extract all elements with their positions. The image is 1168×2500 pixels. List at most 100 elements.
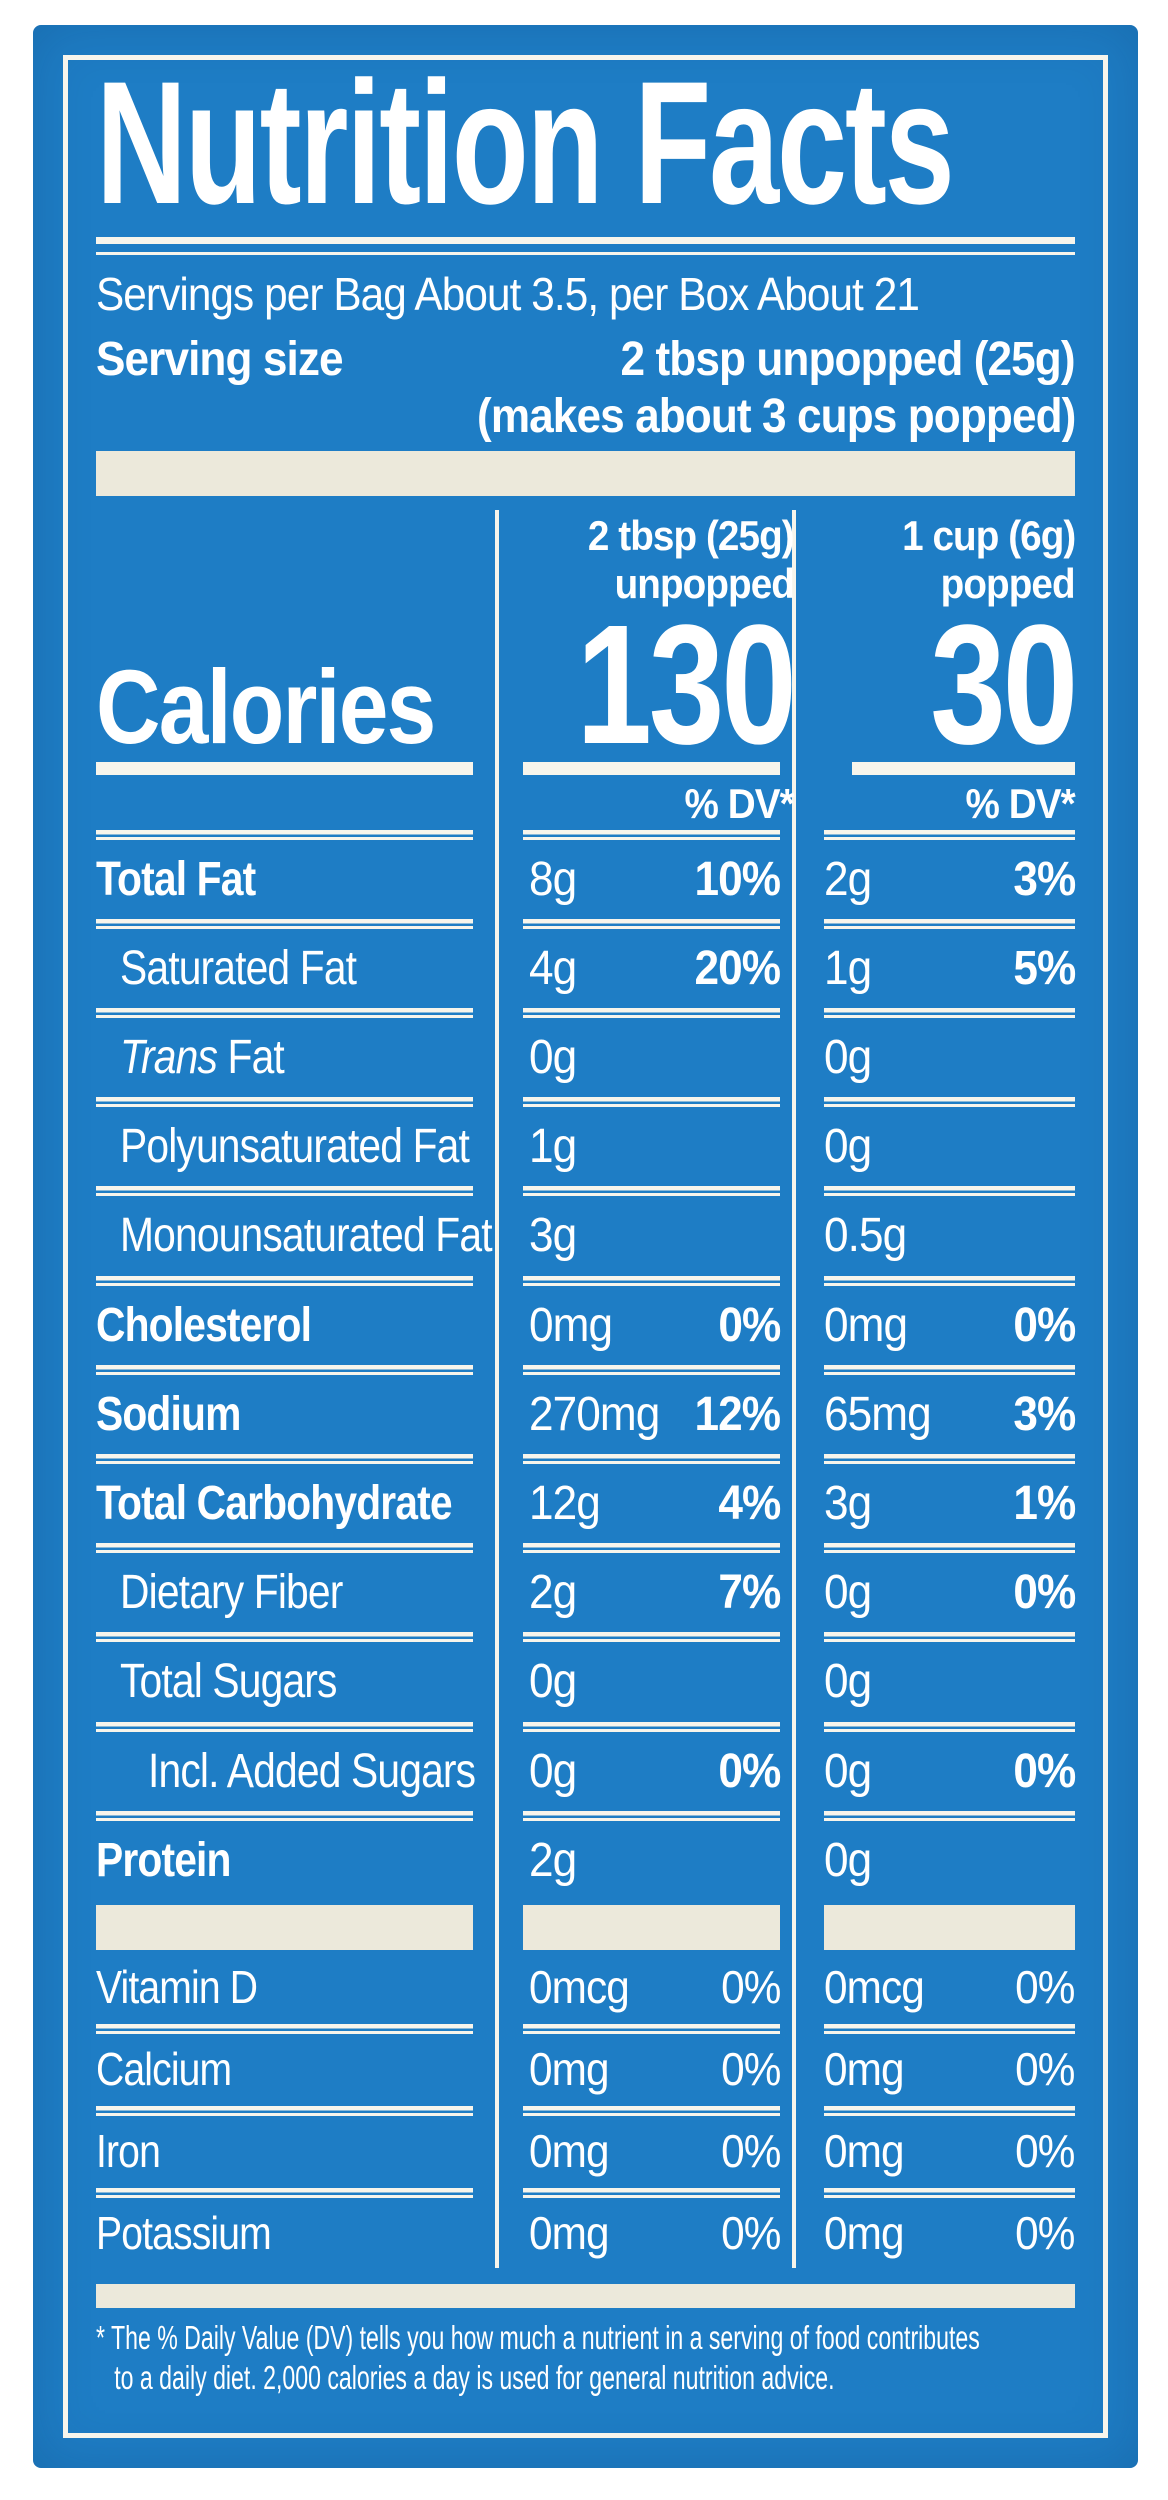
- dv-percent: 0%: [718, 1298, 781, 1352]
- amount: 0mg: [824, 2206, 904, 2259]
- amount: 8g: [529, 852, 577, 906]
- dv-header-popped: % DV*: [965, 779, 1076, 827]
- amount: 0g: [824, 1833, 872, 1887]
- dv-percent: 10%: [694, 852, 781, 906]
- row-separator: [96, 829, 1075, 840]
- table-row-cholesterol: Cholesterol 0mg 0% 0mg 0%: [96, 1298, 1076, 1352]
- dv-percent: 0%: [1015, 1960, 1076, 2013]
- calories-underline-row: [96, 761, 1075, 775]
- row-separator: [96, 1810, 1075, 1821]
- table-row-iron: Iron 0mg 0% 0mg 0%: [96, 2124, 1076, 2177]
- amount: 1g: [529, 1120, 577, 1174]
- table-row-monounsaturated-fat: Monounsaturated Fat 3g 0.5g: [120, 1209, 907, 1263]
- title-rule-thick: [96, 236, 1075, 244]
- amount: 0g: [824, 1655, 872, 1709]
- amount: 65mg: [824, 1387, 932, 1441]
- column-header-unpopped: 2 tbsp (25g) unpopped: [588, 511, 795, 607]
- dv-percent: 0%: [1012, 1566, 1076, 1620]
- servings-text: Servings per Bag About 3.5, per Box Abou…: [96, 267, 920, 320]
- dv-percent: 12%: [694, 1387, 781, 1441]
- row-separator: [96, 1364, 1075, 1375]
- table-row-sodium: Sodium 270mg 12% 65mg 3%: [96, 1387, 1076, 1441]
- amount: 0mg: [529, 2206, 609, 2259]
- amount: 0mg: [824, 1298, 908, 1352]
- dv-header-row: % DV* % DV*: [96, 779, 1076, 827]
- calories-underline: [96, 761, 474, 775]
- column-header-popped: 1 cup (6g) popped: [901, 511, 1076, 607]
- title-rule: [96, 236, 1075, 255]
- row-separator: [96, 2023, 1075, 2034]
- dv-percent: 0%: [1012, 1298, 1076, 1352]
- separator-bar-top: [96, 450, 1075, 496]
- amount: 0mg: [824, 2124, 904, 2177]
- row-separator: [96, 1721, 1075, 1732]
- dv-percent: 0%: [1015, 2206, 1076, 2259]
- nutrition-table: 2 tbsp (25g) unpopped 1 cup (6g) popped …: [96, 496, 1078, 2277]
- row-separator: [96, 1275, 1075, 1286]
- amount: 0mg: [529, 2124, 609, 2177]
- row-separator: [96, 1186, 1075, 1197]
- calories-label: Calories: [96, 649, 436, 767]
- spacer: [96, 783, 497, 825]
- row-separator: [96, 1097, 1075, 1108]
- dv-percent: 0%: [718, 1744, 781, 1798]
- amount: 0g: [529, 1655, 577, 1709]
- dv-percent: 4%: [718, 1476, 781, 1530]
- table-row-polyunsaturated-fat: Polyunsaturated Fat 1g 0g: [120, 1120, 872, 1174]
- table-row-vitamin-d: Vitamin D 0mcg 0% 0mcg 0%: [96, 1960, 1076, 2013]
- table-row-total-carbohydrate: Total Carbohydrate 12g 4% 3g 1%: [96, 1476, 1076, 1530]
- amount: 0g: [824, 1744, 872, 1798]
- amount: 0g: [529, 1031, 577, 1084]
- amount: 0mcg: [824, 1960, 925, 2013]
- table-row-total-sugars: Total Sugars 0g 0g: [120, 1655, 872, 1709]
- column-divider-2: [792, 509, 797, 2269]
- nutrition-facts-label: Nutrition Facts Servings per Bag About 3…: [33, 25, 1138, 2468]
- amount: 0mg: [824, 2042, 904, 2095]
- row-separator: [96, 2187, 1075, 2198]
- footnote-line-1: * The % Daily Value (DV) tells you how m…: [96, 2319, 980, 2357]
- label-inner-border: Nutrition Facts Servings per Bag About 3…: [63, 55, 1108, 2438]
- serving-size-value: 2 tbsp unpopped (25g): [620, 333, 1076, 387]
- amount: 270mg: [529, 1387, 660, 1441]
- row-separator: [96, 918, 1075, 929]
- title-rule-thin: [96, 251, 1075, 255]
- page-title: Nutrition Facts: [96, 55, 955, 241]
- footnote: * The % Daily Value (DV) tells you how m…: [96, 2318, 980, 2397]
- spacer: [96, 512, 497, 609]
- calories-row: Calories 130 30: [96, 590, 1078, 781]
- dv-percent: 3%: [1012, 852, 1076, 906]
- amount: 2g: [824, 852, 872, 906]
- amount: 3g: [529, 1209, 577, 1263]
- row-separator: [96, 1543, 1075, 1554]
- separator-bar-middle: [96, 1904, 1075, 1950]
- calories-underline: [852, 761, 1075, 775]
- separator-bar-bottom: [96, 2284, 1075, 2309]
- serving-size-label: Serving size: [96, 333, 344, 387]
- calories-unpopped: 130: [576, 590, 798, 781]
- row-separator: [96, 1453, 1075, 1464]
- table-row-total-fat: Total Fat 8g 10% 2g 3%: [96, 852, 1076, 906]
- dv-percent: 7%: [718, 1566, 781, 1620]
- amount: 1g: [824, 941, 872, 995]
- amount: 0g: [824, 1566, 872, 1620]
- dv-percent: 1%: [1012, 1476, 1076, 1530]
- amount: 0mcg: [529, 1960, 630, 2013]
- footnote-line-2: to a daily diet. 2,000 calories a day is…: [114, 2359, 835, 2397]
- dv-percent: 0%: [720, 1960, 781, 2013]
- dv-percent: 0%: [720, 2206, 781, 2259]
- serving-size-note: (makes about 3 cups popped): [476, 390, 1076, 444]
- servings-line: Servings per Bag About 3.5, per Box Abou…: [96, 267, 1075, 321]
- dv-percent: 3%: [1012, 1387, 1076, 1441]
- amount: 2g: [529, 1566, 577, 1620]
- dv-percent: 0%: [1015, 2124, 1076, 2177]
- table-row-potassium: Potassium 0mg 0% 0mg 0%: [96, 2206, 1076, 2259]
- table-row-calcium: Calcium 0mg 0% 0mg 0%: [96, 2042, 1076, 2095]
- serving-size-row: Serving size 2 tbsp unpopped (25g): [96, 332, 1076, 387]
- amount: 0g: [824, 1031, 872, 1084]
- calories-underline: [523, 761, 780, 775]
- dv-percent: 0%: [720, 2042, 781, 2095]
- row-separator: [96, 2105, 1075, 2116]
- amount: 2g: [529, 1833, 577, 1887]
- table-row-protein: Protein 2g 0g: [96, 1833, 872, 1887]
- amount: 12g: [529, 1476, 601, 1530]
